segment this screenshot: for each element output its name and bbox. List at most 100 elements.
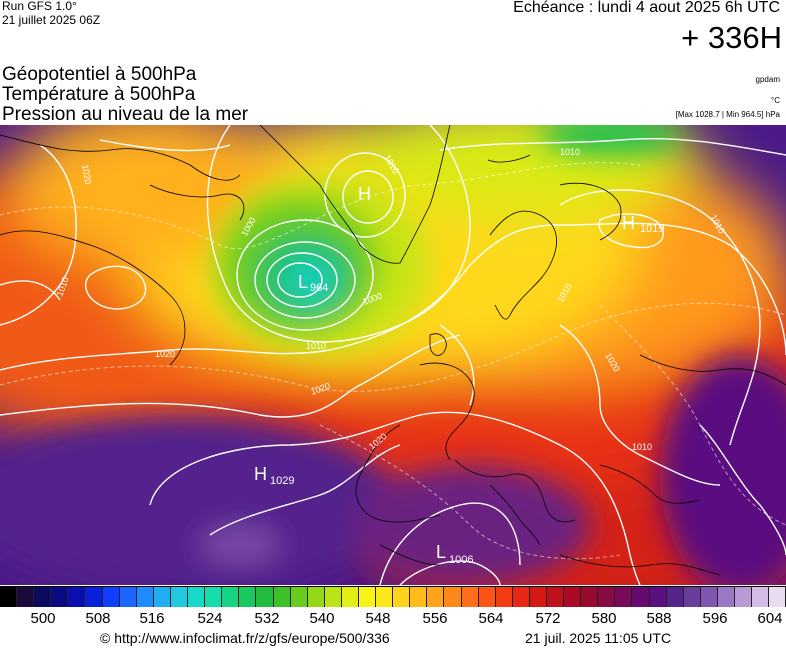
isobar-label: 1010	[306, 341, 326, 351]
forecast-horizon: + 336H	[681, 20, 782, 55]
svg-text:1029: 1029	[270, 475, 294, 487]
colorbar-swatch	[666, 587, 684, 607]
colorbar-swatch	[85, 587, 103, 607]
colorbar-swatch	[256, 587, 274, 607]
svg-text:L: L	[298, 272, 308, 292]
colorbar-swatch	[290, 587, 308, 607]
colorbar-swatch	[444, 587, 462, 607]
colorbar-swatch	[307, 587, 325, 607]
pressure-centers: H 1019 L 964 H 1029 L 1006 H	[254, 184, 664, 566]
isobar-label: 1010	[632, 442, 652, 452]
run-label: Run GFS 1.0°	[2, 0, 77, 13]
colorbar-swatch	[632, 587, 650, 607]
map-canvas: 1020 1010 1010 1000 1000 1010 1010 1020 …	[0, 125, 786, 585]
colorbar-swatch	[547, 587, 565, 607]
colorbar-swatch	[0, 587, 18, 607]
svg-text:1019: 1019	[640, 223, 664, 235]
colorbar-swatch	[478, 587, 496, 607]
colorbar-swatch	[153, 587, 171, 607]
weather-map[interactable]: 1020 1010 1010 1000 1000 1010 1010 1020 …	[0, 125, 786, 585]
isobar-label: 1020	[155, 349, 175, 359]
colorbar-swatch	[170, 587, 189, 607]
colorbar	[0, 586, 786, 607]
colorbar-swatch	[769, 587, 786, 607]
colorbar-swatch	[700, 587, 718, 607]
colorbar-tick: 540	[309, 610, 335, 627]
colorbar-swatch	[393, 587, 411, 607]
unit-geopotential: gpdam	[755, 75, 780, 84]
colorbar-swatch	[427, 587, 445, 607]
colorbar-swatch	[581, 587, 599, 607]
colorbar-swatch	[529, 587, 547, 607]
colorbar-swatch	[222, 587, 240, 607]
colorbar-swatch	[495, 587, 513, 607]
geopotential-field	[0, 125, 786, 585]
svg-text:964: 964	[310, 282, 328, 294]
low-pressure-center: L 1006	[436, 542, 473, 566]
colorbar-swatch	[512, 587, 530, 607]
svg-text:1006: 1006	[449, 554, 473, 566]
colorbar-swatch	[51, 587, 69, 607]
colorbar-tick: 532	[254, 610, 280, 627]
colorbar-tick: 508	[85, 610, 111, 627]
colorbar-swatch	[341, 587, 359, 607]
colorbar-swatch	[735, 587, 753, 607]
pressure-range: [Max 1028.7 | Min 964.5] hPa	[675, 110, 780, 119]
colorbar-swatch	[615, 587, 633, 607]
source-credit-link[interactable]: © http://www.infoclimat.fr/z/gfs/europe/…	[100, 630, 390, 646]
colorbar-swatch	[683, 587, 701, 607]
colorbar-swatch	[102, 587, 120, 607]
colorbar-tick: 564	[478, 610, 504, 627]
colorbar-swatch	[188, 587, 206, 607]
forecast-valid-time: Echéance : lundi 4 aout 2025 6h UTC	[513, 0, 780, 16]
colorbar-swatch	[324, 587, 342, 607]
colorbar-swatch	[119, 587, 137, 607]
svg-text:H: H	[622, 213, 635, 233]
colorbar-swatch	[752, 587, 770, 607]
colorbar-ticks: 500 508 516 524 532 540 548 556 564 572 …	[0, 610, 786, 628]
colorbar-swatch	[273, 587, 291, 607]
colorbar-tick: 548	[365, 610, 391, 627]
colorbar-swatch	[17, 587, 35, 607]
colorbar-swatch	[68, 587, 86, 607]
coastlines	[0, 125, 786, 576]
colorbar-swatch	[239, 587, 257, 607]
generated-timestamp: 21 juil. 2025 11:05 UTC	[525, 630, 672, 646]
svg-text:H: H	[254, 464, 267, 484]
colorbar-tick: 524	[197, 610, 223, 627]
colorbar-tick: 500	[30, 610, 56, 627]
svg-text:L: L	[436, 542, 446, 562]
colorbar-swatch	[717, 587, 736, 607]
title-temperature: Température à 500hPa	[2, 84, 196, 105]
colorbar-tick: 596	[702, 610, 728, 627]
isobar-label: 1010	[560, 147, 580, 157]
isotherms	[0, 162, 786, 560]
high-pressure-center: H 1019	[622, 213, 664, 235]
colorbar-swatch	[598, 587, 616, 607]
title-geopotential: Géopotentiel à 500hPa	[2, 64, 197, 85]
colorbar-swatch	[410, 587, 428, 607]
isobar-label: 1020	[80, 164, 93, 185]
colorbar-tick: 572	[535, 610, 561, 627]
high-pressure-center: H	[358, 184, 371, 204]
colorbar-tick: 604	[757, 610, 783, 627]
colorbar-swatch	[34, 587, 52, 607]
run-date: 21 juillet 2025 06Z	[2, 13, 101, 27]
isobars	[0, 125, 786, 585]
low-pressure-center: L 964	[298, 272, 328, 294]
colorbar-swatch	[136, 587, 154, 607]
unit-temperature: °C	[771, 96, 780, 105]
colorbar-tick: 588	[646, 610, 672, 627]
colorbar-tick: 556	[422, 610, 448, 627]
colorbar-swatch	[461, 587, 479, 607]
colorbar-tick: 580	[591, 610, 617, 627]
high-pressure-center: H 1029	[254, 464, 294, 487]
colorbar-tick: 516	[139, 610, 165, 627]
title-pressure: Pression au niveau de la mer	[2, 104, 249, 125]
colorbar-swatch	[376, 587, 394, 607]
colorbar-swatch	[205, 587, 223, 607]
svg-text:H: H	[358, 184, 371, 204]
colorbar-swatch	[564, 587, 582, 607]
colorbar-swatch	[358, 587, 377, 607]
colorbar-swatch	[649, 587, 667, 607]
